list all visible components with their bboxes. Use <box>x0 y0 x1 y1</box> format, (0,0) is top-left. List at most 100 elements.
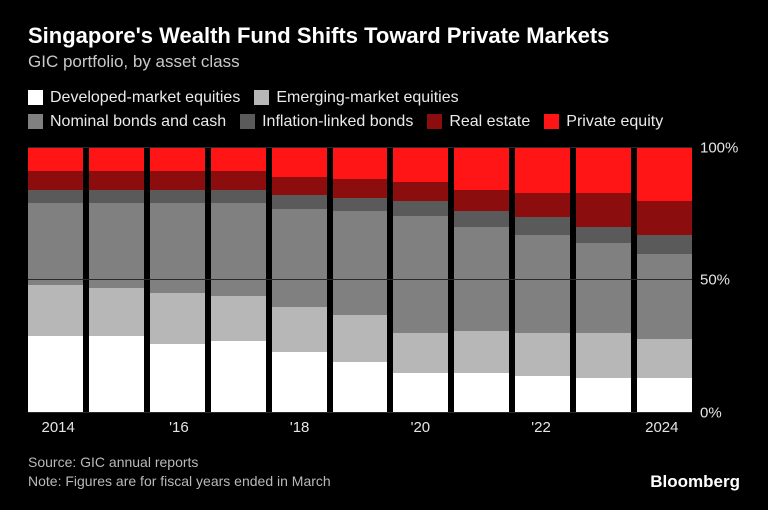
bar-segment <box>454 190 509 211</box>
gridline <box>28 279 692 280</box>
bar-segment <box>515 376 570 413</box>
bar-segment <box>454 373 509 413</box>
bar-segment <box>393 201 448 217</box>
bar-segment <box>515 333 570 375</box>
bar-segment <box>211 171 266 190</box>
legend-row: Nominal bonds and cash Inflation-linked b… <box>28 110 740 134</box>
bar <box>333 148 388 413</box>
bar-segment <box>28 336 83 413</box>
bar-segment <box>28 190 83 203</box>
bar-segment <box>454 148 509 190</box>
bar <box>28 148 83 413</box>
bar-segment <box>454 331 509 373</box>
x-tick-label: '18 <box>290 419 310 436</box>
bar <box>393 148 448 413</box>
chart-title: Singapore's Wealth Fund Shifts Toward Pr… <box>28 22 740 50</box>
footer-notes: Source: GIC annual reports Note: Figures… <box>28 453 331 492</box>
bar-segment <box>637 148 692 201</box>
bar <box>515 148 570 413</box>
legend-item: Real estate <box>427 110 530 134</box>
bar-segment <box>28 203 83 285</box>
legend-swatch <box>427 114 442 129</box>
bar <box>89 148 144 413</box>
bar-segment <box>272 307 327 352</box>
legend-row: Developed-market equities Emerging-market… <box>28 86 740 110</box>
note-line: Note: Figures are for fiscal years ended… <box>28 472 331 492</box>
bar-segment <box>515 193 570 217</box>
bar-segment <box>333 315 388 363</box>
legend-swatch <box>544 114 559 129</box>
legend-label: Nominal bonds and cash <box>50 110 226 134</box>
bar-segment <box>89 336 144 413</box>
bar-segment <box>333 211 388 314</box>
legend-item: Nominal bonds and cash <box>28 110 226 134</box>
bar-segment <box>637 339 692 379</box>
bar-segment <box>515 235 570 333</box>
legend-label: Emerging-market equities <box>276 86 458 110</box>
legend-label: Developed-market equities <box>50 86 240 110</box>
bar-segment <box>393 216 448 333</box>
legend-label: Real estate <box>449 110 530 134</box>
bar-segment <box>454 211 509 227</box>
bar-segment <box>89 288 144 336</box>
bar-segment <box>393 182 448 201</box>
bar <box>637 148 692 413</box>
bar-segment <box>89 148 144 172</box>
bar <box>576 148 631 413</box>
bar-segment <box>28 285 83 335</box>
bar-segment <box>272 148 327 177</box>
bar-segment <box>150 293 205 343</box>
bar-segment <box>272 209 327 307</box>
legend-item: Private equity <box>544 110 663 134</box>
y-tick-label: 100% <box>700 139 738 156</box>
bar-segment <box>393 373 448 413</box>
bars-container <box>28 148 692 413</box>
x-tick-label: '16 <box>169 419 189 436</box>
bar-segment <box>211 148 266 172</box>
x-tick-label: '22 <box>531 419 551 436</box>
legend-item: Inflation-linked bonds <box>240 110 413 134</box>
y-axis: 0%50%100% <box>692 148 740 413</box>
x-tick-label: 2024 <box>645 419 678 436</box>
bar-segment <box>211 190 266 203</box>
bar-segment <box>272 177 327 196</box>
x-tick-label: 2014 <box>41 419 74 436</box>
x-axis-labels: 2014 '16 '18 '20 '22 2024 <box>28 413 692 443</box>
bar-segment <box>576 333 631 378</box>
bar-segment <box>150 171 205 190</box>
bar-segment <box>89 203 144 288</box>
bar <box>454 148 509 413</box>
legend: Developed-market equities Emerging-market… <box>28 86 740 134</box>
bar-segment <box>576 227 631 243</box>
bar-segment <box>211 341 266 413</box>
bar <box>150 148 205 413</box>
bar-segment <box>333 179 388 198</box>
legend-swatch <box>28 90 43 105</box>
bar-segment <box>637 254 692 339</box>
y-tick-label: 50% <box>700 272 730 289</box>
bar-segment <box>576 193 631 227</box>
chart-card: Singapore's Wealth Fund Shifts Toward Pr… <box>0 0 768 510</box>
chart-subtitle: GIC portfolio, by asset class <box>28 52 740 72</box>
legend-swatch <box>254 90 269 105</box>
bar-segment <box>333 148 388 180</box>
bar-segment <box>393 148 448 182</box>
bar-segment <box>89 190 144 203</box>
bar-segment <box>272 195 327 208</box>
bar-segment <box>576 378 631 412</box>
legend-item: Developed-market equities <box>28 86 240 110</box>
bar-segment <box>211 203 266 296</box>
bar-segment <box>576 148 631 193</box>
legend-label: Private equity <box>566 110 663 134</box>
x-tick-label: '20 <box>411 419 431 436</box>
chart-area: 0%50%100% <box>28 148 740 413</box>
legend-label: Inflation-linked bonds <box>262 110 413 134</box>
footer: Source: GIC annual reports Note: Figures… <box>28 453 740 492</box>
x-axis: 2014 '16 '18 '20 '22 2024 <box>28 413 740 443</box>
source-line: Source: GIC annual reports <box>28 453 331 473</box>
brand-label: Bloomberg <box>650 472 740 492</box>
bar-segment <box>515 148 570 193</box>
bar <box>272 148 327 413</box>
bar-segment <box>211 296 266 341</box>
plot <box>28 148 692 413</box>
